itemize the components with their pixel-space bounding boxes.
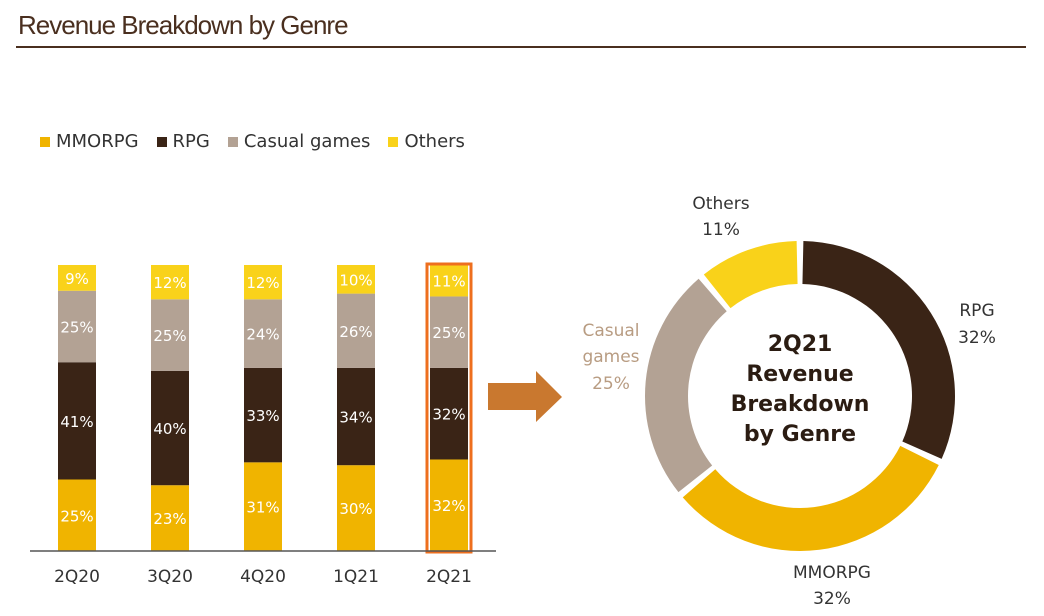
bar-segment — [244, 299, 282, 368]
bar-value-label: 12% — [246, 274, 279, 292]
bar-segment — [337, 293, 375, 368]
bar-value-label: 25% — [60, 507, 93, 525]
bar-segment — [337, 465, 375, 551]
bar-segment — [337, 367, 375, 466]
bar-value-label: 9% — [65, 270, 89, 288]
legend-label: RPG — [172, 131, 210, 152]
bar-value-label: 25% — [60, 318, 93, 336]
bar-segment — [244, 265, 282, 300]
bar-value-label: 23% — [153, 510, 186, 528]
bar-value-label: 25% — [432, 324, 465, 342]
x-tick-label: 2Q20 — [54, 567, 100, 587]
donut-slice-label: RPG — [959, 301, 994, 321]
bar-segment — [151, 370, 189, 486]
page-title: Revenue Breakdown by Genre — [18, 10, 349, 40]
donut-center-line: Breakdown — [730, 392, 870, 417]
bar-value-label: 26% — [339, 323, 372, 341]
bar-segment — [151, 485, 189, 551]
bar-value-label: 32% — [432, 406, 465, 424]
bar-segment — [430, 459, 468, 551]
donut-slice-label: 25% — [592, 374, 630, 394]
donut-center-line: 2Q21 — [767, 332, 833, 357]
donut-center-line: Revenue — [746, 362, 854, 387]
legend-item-rpg: RPG — [156, 131, 210, 152]
legend-label: Casual games — [243, 131, 371, 152]
legend-swatch — [40, 136, 50, 147]
bar-segment — [58, 290, 96, 363]
x-tick-label: 1Q21 — [333, 567, 379, 587]
donut-slice — [703, 241, 798, 309]
bar-segment — [430, 296, 468, 368]
legend-swatch — [156, 136, 167, 147]
legend-item-casual: Casual games — [227, 131, 371, 152]
bar-segment — [58, 479, 96, 551]
bar-value-label: 24% — [246, 326, 279, 344]
donut-slice-label: MMORPG — [793, 563, 871, 583]
bar-segment — [244, 367, 282, 463]
legend-label: MMORPG — [56, 131, 139, 152]
legend-swatch — [227, 136, 238, 147]
donut-slice — [645, 278, 727, 493]
bar-segment — [151, 299, 189, 371]
bar-value-label: 12% — [153, 274, 186, 292]
donut-center-line: by Genre — [743, 422, 857, 447]
title-divider — [16, 46, 1026, 48]
x-tick-label: 2Q21 — [426, 567, 472, 587]
legend-item-others: Others — [388, 131, 465, 152]
bar-value-label: 31% — [246, 499, 279, 517]
legend-item-mmorpg: MMORPG — [40, 131, 139, 152]
bar-segment — [151, 265, 189, 300]
bar-value-label: 25% — [153, 327, 186, 345]
bar-value-label: 33% — [246, 407, 279, 425]
bar-value-label: 34% — [339, 409, 372, 427]
donut-slice-label: 32% — [813, 589, 851, 609]
legend-swatch — [388, 136, 399, 147]
bar-value-label: 30% — [339, 500, 372, 518]
donut-slice — [682, 445, 939, 551]
bar-segment — [337, 265, 375, 294]
bar-segment — [430, 367, 468, 460]
donut-slice-label: Casual — [582, 321, 639, 341]
bar-value-label: 32% — [432, 497, 465, 515]
x-tick-label: 3Q20 — [147, 567, 193, 587]
bar-value-label: 40% — [153, 420, 186, 438]
highlight-box — [425, 262, 473, 554]
donut-slice-label: 11% — [702, 220, 740, 240]
arrow-right-icon — [488, 371, 562, 422]
donut-slice-label: 32% — [958, 328, 996, 348]
bar-value-label: 10% — [339, 271, 372, 289]
chart-legend: MMORPG RPG Casual games Others — [40, 131, 483, 152]
bar-segment — [244, 462, 282, 551]
bar-segment — [430, 265, 468, 297]
donut-slice-label: Others — [692, 194, 749, 214]
donut-slice — [802, 241, 956, 459]
bar-value-label: 11% — [432, 273, 465, 291]
bar-value-label: 41% — [60, 413, 93, 431]
x-tick-label: 4Q20 — [240, 567, 286, 587]
bar-segment — [58, 265, 96, 291]
legend-label: Others — [404, 131, 465, 152]
donut-slice-label: games — [582, 347, 639, 367]
bar-segment — [58, 362, 96, 480]
donut-center-title: 2Q21 Revenue Breakdown by Genre — [705, 330, 895, 450]
